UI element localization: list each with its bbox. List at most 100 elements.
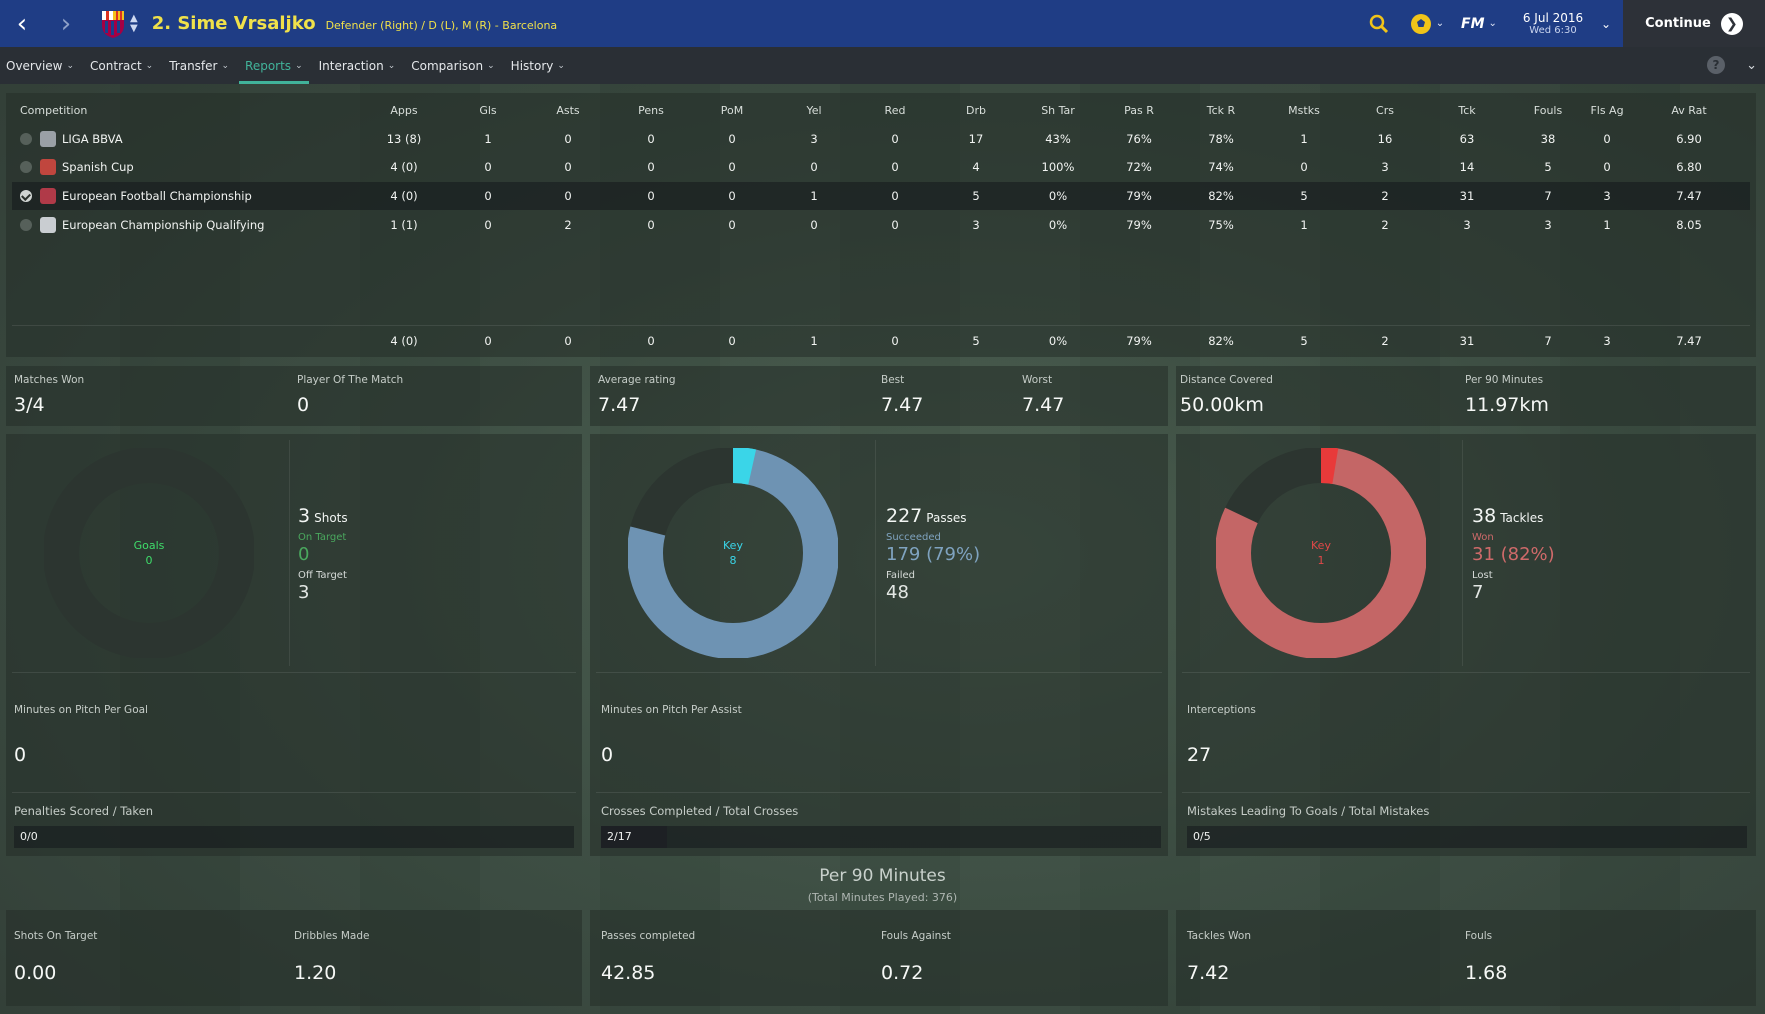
on-target-value: 0 (298, 544, 310, 565)
cell: 31 (1459, 189, 1475, 203)
cell: 31 (1459, 334, 1475, 348)
row-checkbox[interactable] (20, 161, 32, 173)
column-header-pom[interactable]: PoM (720, 104, 744, 117)
fm-menu-button[interactable]: FM ⌄ (1453, 0, 1505, 47)
passes-panel: Key 8 227 Passes Succeeded 179 (79%) Fail… (590, 434, 1168, 856)
column-header-crs[interactable]: Crs (1376, 104, 1394, 117)
column-header-sh-tar[interactable]: Sh Tar (1041, 104, 1075, 117)
cell: 3 (810, 132, 818, 146)
tab-contract[interactable]: Contract ⌄ (84, 47, 159, 84)
won-label: Won (1472, 532, 1494, 543)
cell: 0 (891, 218, 899, 232)
row-checkbox[interactable] (20, 190, 32, 202)
time-label: Wed 6:30 (1529, 25, 1577, 36)
cell: 7 (1544, 189, 1552, 203)
penalties-bar: 0/0 (14, 826, 574, 848)
column-header-apps[interactable]: Apps (390, 104, 418, 117)
cell: 4 (0) (390, 189, 418, 203)
avg-rating-value: 7.47 (598, 394, 641, 416)
matches-won-value: 3/4 (14, 394, 45, 416)
help-icon[interactable]: ? (1707, 56, 1725, 74)
table-row[interactable]: LIGA BBVA 13 (8) 1 0 0 0 3 0 17 43% 76% 78% 1 16 63 38 0… (12, 125, 1750, 153)
cell: 0 (647, 160, 655, 174)
row-checkbox[interactable] (20, 133, 32, 145)
manager-menu-button[interactable]: ⌄ (1401, 0, 1453, 47)
column-header-gls[interactable]: Gls (479, 104, 497, 117)
column-header-fouls[interactable]: Fouls (1533, 104, 1563, 117)
goals-value-text: 0 (145, 554, 153, 567)
cell: 0 (1603, 160, 1611, 174)
penalties-label: Penalties Scored / Taken (14, 804, 154, 818)
column-header-asts[interactable]: Asts (556, 104, 580, 117)
cell: 0 (647, 132, 655, 146)
cell: 43% (1045, 132, 1071, 146)
chevron-down-icon[interactable]: ▼ (130, 22, 138, 34)
row-checkbox[interactable] (20, 219, 32, 231)
key-value-text: 8 (729, 554, 737, 567)
forward-button[interactable]: › (60, 8, 72, 39)
arrow-right-icon: ❯ (1720, 12, 1743, 35)
best-rating-label: Best (881, 374, 905, 386)
search-icon (1369, 14, 1389, 33)
table-row[interactable]: European Football Championship 4 (0) 0 0 0 0 1… (12, 182, 1750, 210)
won-value: 31 (82%) (1472, 544, 1555, 565)
tab-overview[interactable]: Overview ⌄ (0, 47, 80, 84)
minutes-per-assist-value: 0 (601, 744, 614, 766)
column-header-competition[interactable]: Competition (20, 104, 88, 117)
minutes-per-assist-label: Minutes on Pitch Per Assist (601, 704, 742, 716)
tab-comparison[interactable]: Comparison ⌄ (405, 47, 500, 84)
distance-value: 50.00km (1180, 394, 1264, 416)
cell: 6.80 (1676, 160, 1702, 174)
key-label-text: Key (723, 539, 743, 552)
mistakes-value: 0/5 (1193, 830, 1211, 843)
cell: 0 (728, 160, 736, 174)
tackles-won-label: Tackles Won (1187, 930, 1251, 942)
fouls-label: Fouls (1465, 930, 1493, 942)
column-header-av-rat[interactable]: Av Rat (1671, 104, 1707, 117)
fouls-against-label: Fouls Against (881, 930, 951, 942)
divider (596, 792, 1162, 793)
cell: 79% (1126, 334, 1152, 348)
dribbles-made-value: 1.20 (294, 962, 337, 984)
table-row[interactable]: Spanish Cup 4 (0) 0 0 0 0 0 0 4 100% 72% 74% 0 3 14 5 0 6… (12, 153, 1750, 181)
cell: 4 (0) (390, 160, 418, 174)
page-options-chevron-icon[interactable]: ⌄ (1746, 58, 1757, 73)
back-button[interactable]: ‹ (16, 8, 28, 39)
chevron-up-icon[interactable]: ▲ (130, 12, 138, 24)
passes-completed-value: 42.85 (601, 962, 656, 984)
column-header-mstks[interactable]: Mstks (1288, 104, 1320, 117)
column-header-pas-r[interactable]: Pas R (1124, 104, 1154, 117)
tab-history[interactable]: History ⌄ (505, 47, 571, 84)
column-header-yel[interactable]: Yel (806, 104, 822, 117)
competition-name[interactable]: European Football Championship (62, 189, 252, 203)
cell: 1 (484, 132, 492, 146)
continue-button[interactable]: Continue ❯ (1623, 0, 1765, 47)
column-header-pens[interactable]: Pens (638, 104, 664, 117)
passes-label: Passes (926, 511, 967, 525)
column-header-red[interactable]: Red (884, 104, 906, 117)
per90-attack-panel: Shots On Target 0.00 Dribbles Made 1.20 (6, 910, 582, 1006)
tab-transfer[interactable]: Transfer ⌄ (163, 47, 235, 84)
game-date[interactable]: 6 Jul 2016 Wed 6:30 (1505, 0, 1601, 47)
per90-defending-panel: Tackles Won 7.42 Fouls 1.68 (1176, 910, 1756, 1006)
player-switch-arrows[interactable]: ▲ ▼ (130, 12, 138, 34)
off-target-label: Off Target (298, 570, 347, 581)
club-crest-icon[interactable] (100, 9, 126, 39)
tab-interaction[interactable]: Interaction ⌄ (313, 47, 402, 84)
competition-name[interactable]: Spanish Cup (62, 160, 134, 174)
tab-label: Transfer (169, 58, 218, 73)
column-header-fls-ag[interactable]: Fls Ag (1590, 104, 1624, 117)
column-header-drb[interactable]: Drb (966, 104, 986, 117)
calendar-chevron-icon[interactable]: ⌄ (1601, 16, 1612, 31)
cell: 2 (564, 218, 572, 232)
column-header-tck-r[interactable]: Tck R (1206, 104, 1236, 117)
tab-reports[interactable]: Reports ⌄ (239, 47, 309, 84)
shots-panel: Goals 0 3 Shots On Target 0 Off Target 3 … (6, 434, 582, 856)
competition-name[interactable]: LIGA BBVA (62, 132, 123, 146)
table-row[interactable]: European Championship Qualifying 1 (1) 0 2 0… (12, 211, 1750, 239)
lost-label: Lost (1472, 570, 1493, 581)
search-button[interactable] (1357, 0, 1401, 47)
column-header-tck[interactable]: Tck (1458, 104, 1476, 117)
competition-name[interactable]: European Championship Qualifying (62, 218, 265, 232)
chevron-down-icon: ⌄ (295, 60, 303, 71)
